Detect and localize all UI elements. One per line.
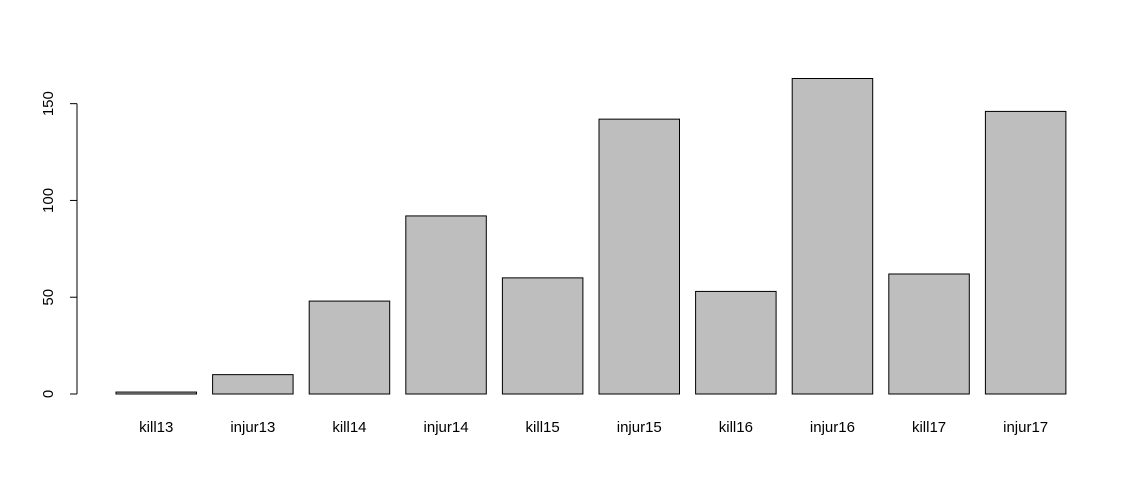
x-axis-labels: kill13 injur13 kill14 injur14 kill15 injur15 k… <box>139 419 1048 436</box>
bar-injur13 <box>212 374 294 395</box>
bars-group <box>115 78 1067 395</box>
x-tick-label: injur13 <box>230 419 275 436</box>
x-tick-label: kill14 <box>332 419 366 436</box>
y-axis: 0 50 100 150 <box>40 91 78 398</box>
x-tick-label: injur16 <box>810 419 855 436</box>
bar-injur16 <box>791 78 874 395</box>
bar-kill16 <box>695 290 777 395</box>
y-tick-label: 0 <box>40 390 57 398</box>
bar-injur15 <box>598 118 680 395</box>
x-tick-label: injur14 <box>424 419 469 436</box>
bar-injur17 <box>984 110 1067 395</box>
x-tick-label: kill13 <box>139 419 173 436</box>
bar-injur14 <box>405 215 487 395</box>
x-tick-label: kill17 <box>912 419 946 436</box>
x-tick-label: injur15 <box>617 419 662 436</box>
x-tick-label: kill15 <box>526 419 560 436</box>
y-tick-label: 150 <box>40 91 57 116</box>
bar-kill15 <box>501 277 584 395</box>
y-tick-label: 100 <box>40 188 57 213</box>
bar-kill17 <box>888 273 970 395</box>
x-tick-label: injur17 <box>1003 419 1048 436</box>
y-tick-label: 50 <box>40 289 57 306</box>
bar-kill13 <box>115 391 197 395</box>
x-tick-label: kill16 <box>719 419 753 436</box>
bar-kill14 <box>308 300 391 395</box>
